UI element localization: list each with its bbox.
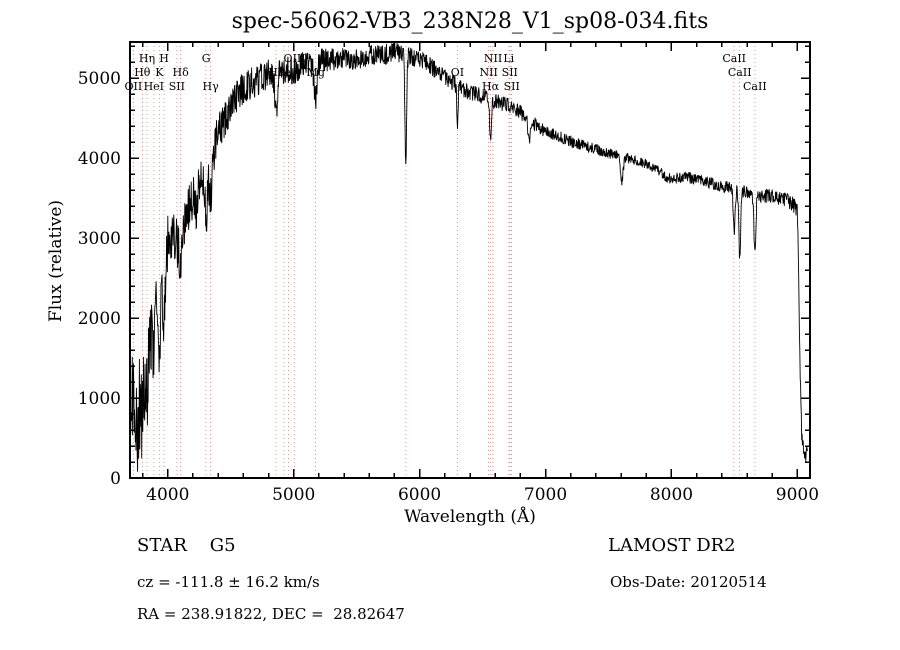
svg-text:OI: OI	[451, 66, 464, 79]
plot-title: spec-56062-VB3_238N28_V1_sp08-034.fits	[231, 9, 709, 34]
svg-text:CaII: CaII	[743, 80, 767, 93]
svg-text:H: H	[159, 52, 169, 65]
svg-text:6000: 6000	[398, 485, 441, 505]
svg-text:0: 0	[110, 469, 121, 489]
svg-text:CaII: CaII	[722, 52, 746, 65]
svg-text:2000: 2000	[78, 309, 121, 329]
svg-text:Mg: Mg	[307, 66, 325, 79]
coordinates-label: RA = 238.91822, DEC = 28.82647	[137, 605, 405, 623]
svg-text:CaII: CaII	[728, 66, 752, 79]
svg-text:Hθ: Hθ	[134, 66, 151, 79]
svg-text:8000: 8000	[650, 485, 693, 505]
svg-text:K: K	[155, 66, 164, 79]
svg-text:Hη: Hη	[139, 52, 155, 65]
object-class-label: STAR G5	[137, 535, 236, 556]
svg-text:9000: 9000	[776, 485, 819, 505]
svg-text:Hα: Hα	[482, 80, 500, 93]
svg-text:SII: SII	[169, 80, 185, 93]
svg-text:7000: 7000	[524, 485, 567, 505]
svg-text:NII: NII	[479, 66, 497, 79]
x-axis-label: Wavelength (Å)	[404, 507, 536, 527]
survey-label: LAMOST DR2	[608, 535, 736, 556]
svg-text:HeI: HeI	[144, 80, 164, 93]
svg-text:4000: 4000	[78, 149, 121, 169]
obs-date-label: Obs-Date: 20120514	[610, 573, 767, 591]
svg-text:SII: SII	[504, 80, 520, 93]
svg-text:Hγ: Hγ	[203, 80, 220, 93]
svg-text:5000: 5000	[78, 69, 121, 89]
svg-text:G: G	[202, 52, 211, 65]
svg-text:5000: 5000	[272, 485, 315, 505]
svg-text:NII: NII	[484, 52, 502, 65]
svg-text:Hδ: Hδ	[173, 66, 190, 79]
svg-text:1000: 1000	[78, 389, 121, 409]
svg-text:SII: SII	[502, 66, 518, 79]
radial-velocity-label: cz = -111.8 ± 16.2 km/s	[137, 573, 320, 591]
svg-text:4000: 4000	[146, 485, 189, 505]
y-axis-label: Flux (relative)	[46, 199, 66, 323]
svg-text:Li: Li	[503, 52, 514, 65]
svg-text:OII: OII	[125, 80, 143, 93]
svg-text:3000: 3000	[78, 229, 121, 249]
